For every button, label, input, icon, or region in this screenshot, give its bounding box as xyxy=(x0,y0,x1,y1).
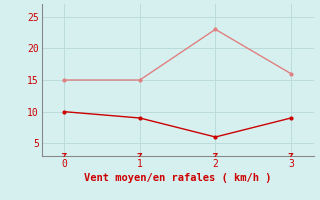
X-axis label: Vent moyen/en rafales ( km/h ): Vent moyen/en rafales ( km/h ) xyxy=(84,173,271,183)
